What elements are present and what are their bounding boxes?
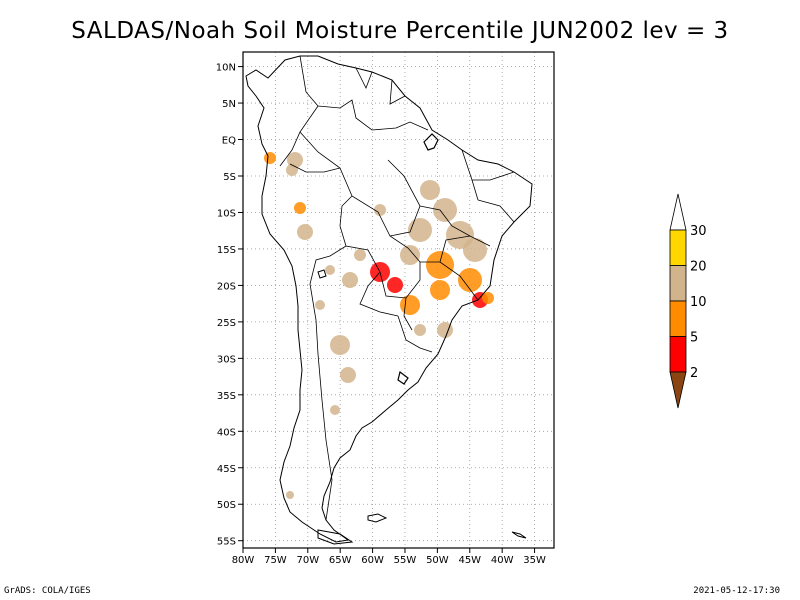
percentile-patch: [430, 280, 450, 300]
lat-tick-label: 20S: [217, 281, 236, 292]
lon-tick-label: 80W: [232, 555, 255, 566]
colorbar-label: 2: [690, 366, 698, 381]
percentile-patch: [330, 405, 340, 415]
lat-tick-label: 5S: [223, 172, 236, 183]
lon-tick-label: 60W: [361, 555, 384, 566]
percentile-patch: [287, 152, 303, 168]
percentile-patch: [482, 292, 494, 304]
percentile-patch: [414, 324, 426, 336]
lon-tick-label: 70W: [296, 555, 319, 566]
percentile-patch: [330, 335, 350, 355]
lat-tick-label: 30S: [217, 354, 236, 365]
falkland-islands: [367, 513, 388, 523]
amazon-delta: [423, 133, 439, 151]
percentile-patch: [354, 249, 366, 261]
colorbar-bottom-arrow: [669, 371, 687, 409]
grads-credit: GrADS: COLA/IGES: [4, 586, 91, 596]
tierra-del-fuego: [317, 529, 354, 545]
percentile-patch: [400, 245, 420, 265]
colorbar-segment: [669, 265, 687, 302]
lat-tick-label: EQ: [222, 136, 236, 147]
colorbar-label: 10: [690, 295, 707, 310]
lon-tick-label: 50W: [426, 555, 449, 566]
continent-outlines: [245, 55, 533, 545]
colorbar-legend: 2 5 10 20 30: [669, 193, 707, 409]
percentile-patch: [286, 164, 298, 176]
south-georgia: [511, 531, 527, 539]
colorbar-label: 30: [690, 224, 707, 239]
lon-tick-label: 40W: [491, 555, 514, 566]
lon-tick-label: 35W: [523, 555, 546, 566]
percentile-patch: [420, 180, 440, 200]
colorbar-segment: [669, 336, 687, 373]
lat-tick-label: 25S: [217, 318, 236, 329]
lon-tick-label: 55W: [394, 555, 417, 566]
map-title: SALDAS/Noah Soil Moisture Percentile JUN…: [71, 18, 729, 44]
colorbar-label: 5: [690, 331, 698, 346]
percentile-patch: [264, 152, 276, 164]
percentile-patch: [342, 272, 358, 288]
colorbar-segment: [669, 300, 687, 337]
gridlines: [242, 52, 554, 548]
lat-tick-label: 40S: [217, 427, 236, 438]
percentile-patch: [408, 218, 432, 242]
lagoa-dos-patos: [397, 370, 409, 385]
map-frame: [242, 51, 555, 549]
percentile-patch: [437, 322, 453, 338]
percentile-patch: [463, 238, 487, 262]
percentile-patch: [340, 367, 356, 383]
lat-tick-label: 35S: [217, 391, 236, 402]
timestamp: 2021-05-12-17:30: [693, 586, 780, 596]
lon-tick-label: 75W: [264, 555, 287, 566]
lon-tick-label: 65W: [329, 555, 352, 566]
country-borders: [279, 55, 515, 521]
lat-tick-label: 50S: [217, 500, 236, 511]
percentile-patch: [458, 268, 482, 292]
lat-tick-label: 10S: [217, 208, 236, 219]
percentile-patch: [433, 198, 457, 222]
percentile-patch: [315, 300, 325, 310]
colorbar-label: 20: [690, 260, 707, 275]
lat-tick-label: 5N: [222, 99, 236, 110]
percentile-patch: [374, 204, 386, 216]
axis-ticks: 10N 5N EQ 5S 10S 15S 20S 25S 30S 35S 40S 45S 50S 55S 8…: [216, 63, 546, 566]
lat-tick-label: 10N: [216, 63, 236, 74]
percentile-patch: [387, 277, 403, 293]
lat-tick-label: 55S: [217, 537, 236, 548]
lon-tick-label: 45W: [458, 555, 481, 566]
south-america-coastline: [245, 55, 533, 543]
colorbar-segment: [669, 229, 687, 266]
percentile-patch: [426, 251, 454, 279]
percentile-patch: [294, 202, 306, 214]
colorbar-top-arrow: [669, 193, 687, 231]
soil-moisture-shading: [264, 152, 494, 499]
lat-tick-label: 15S: [217, 245, 236, 256]
percentile-patch: [286, 491, 294, 499]
percentile-patch: [297, 224, 313, 240]
lake-titicaca: [317, 269, 327, 279]
lat-tick-label: 45S: [217, 464, 236, 475]
percentile-patch: [325, 265, 335, 275]
